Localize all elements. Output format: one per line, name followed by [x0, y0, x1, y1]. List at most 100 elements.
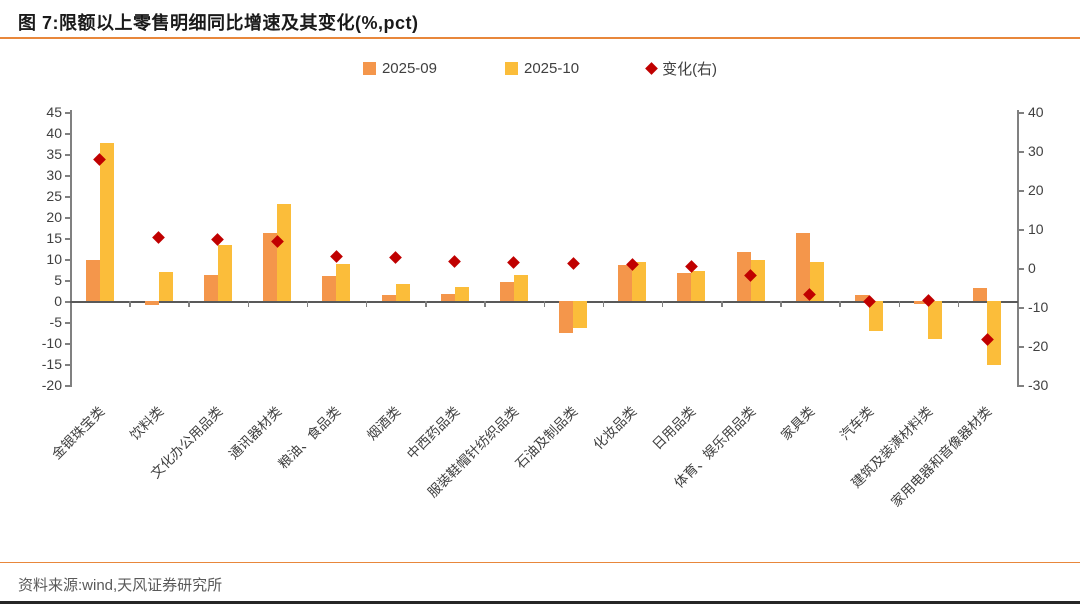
- bar-2025-09: [85, 259, 100, 301]
- left-axis-line: [70, 110, 72, 387]
- left-axis-tick: [65, 154, 70, 156]
- x-axis-tick: [839, 301, 841, 307]
- left-axis-tick-label: 25: [46, 188, 62, 204]
- right-axis-tick: [1018, 112, 1024, 114]
- left-axis-tick-label: 35: [46, 146, 62, 162]
- bar-2025-09: [795, 233, 810, 301]
- bar-2025-10: [513, 275, 528, 301]
- x-axis-tick: [543, 301, 545, 307]
- bar-2025-10: [99, 143, 114, 301]
- left-axis-tick: [65, 217, 70, 219]
- x-axis-tick: [247, 301, 250, 307]
- chart-legend: 2025-09 2025-10 变化(右): [0, 58, 1080, 79]
- left-axis-tick: [65, 280, 70, 282]
- left-axis-tick-label: -10: [41, 335, 62, 351]
- x-axis-tick: [306, 301, 309, 307]
- bar-2025-10: [336, 263, 351, 301]
- left-axis-tick: [65, 301, 70, 303]
- change-diamond-marker: [448, 255, 462, 269]
- right-axis-tick: [1018, 151, 1024, 153]
- legend-label: 2025-10: [524, 60, 580, 77]
- yellow-square-icon: [505, 62, 518, 75]
- change-diamond-marker: [566, 256, 580, 270]
- right-axis-tick-label: 10: [1028, 221, 1044, 237]
- right-axis-tick-label: -30: [1028, 377, 1049, 393]
- left-axis-tick-label: 40: [46, 125, 62, 141]
- x-axis-tick: [721, 301, 723, 307]
- bar-2025-09: [855, 295, 870, 301]
- footer-divider: [0, 562, 1080, 563]
- right-axis-tick-label: 20: [1028, 182, 1044, 198]
- right-axis-tick-label: 0: [1028, 260, 1036, 276]
- left-axis-tick-label: 45: [46, 104, 62, 120]
- left-axis-tick-label: 15: [46, 230, 62, 246]
- bar-2025-09: [677, 273, 692, 301]
- bar-2025-09: [618, 265, 633, 301]
- left-axis-tick: [65, 259, 70, 261]
- left-axis-tick-label: -20: [41, 377, 62, 393]
- title-divider: [0, 37, 1080, 39]
- bar-2025-09: [559, 301, 574, 334]
- left-axis-tick-label: 0: [54, 293, 62, 309]
- bar-2025-09: [736, 251, 751, 301]
- bar-2025-10: [277, 204, 292, 301]
- x-axis-tick: [957, 301, 960, 307]
- x-axis-tick: [898, 301, 901, 307]
- left-axis-tick-label: 10: [46, 251, 62, 267]
- bar-2025-10: [217, 244, 232, 301]
- bar-2025-10: [691, 271, 706, 301]
- right-axis-tick: [1018, 346, 1024, 348]
- bar-2025-09: [440, 293, 455, 301]
- bar-2025-10: [987, 301, 1002, 366]
- change-diamond-marker: [507, 255, 521, 269]
- left-axis-tick-label: -5: [49, 314, 62, 330]
- bar-2025-10: [632, 261, 647, 301]
- bar-2025-09: [973, 288, 988, 301]
- bar-2025-09: [914, 301, 929, 304]
- left-axis-tick: [65, 385, 70, 387]
- x-axis-tick: [425, 301, 427, 307]
- right-axis-tick-label: 40: [1028, 104, 1044, 120]
- chart-title: 图 7:限额以上零售明细同比增速及其变化(%,pct): [18, 13, 419, 33]
- bottom-border: [0, 601, 1080, 604]
- legend-label: 变化(右): [662, 61, 718, 78]
- bar-2025-09: [203, 274, 218, 301]
- right-axis-tick: [1018, 385, 1024, 387]
- bar-2025-10: [454, 287, 469, 301]
- right-axis-tick: [1018, 268, 1024, 270]
- bar-2025-10: [395, 284, 410, 301]
- change-diamond-marker: [152, 230, 166, 244]
- left-axis-tick-label: 5: [54, 272, 62, 288]
- left-axis-tick: [65, 343, 70, 345]
- source-note: 资料来源:wind,天风证券研究所: [18, 577, 223, 594]
- right-axis-tick-label: -20: [1028, 338, 1049, 354]
- left-axis-tick-label: -15: [41, 356, 62, 372]
- right-axis-line: [1017, 110, 1019, 387]
- bar-2025-10: [928, 301, 943, 339]
- change-diamond-marker: [389, 251, 402, 265]
- bar-2025-09: [263, 233, 278, 301]
- x-axis-tick: [484, 301, 486, 307]
- right-axis-tick: [1018, 229, 1024, 231]
- orange-square-icon: [362, 62, 376, 75]
- right-axis-tick: [1018, 190, 1024, 192]
- bar-2025-09: [322, 275, 337, 301]
- left-axis-tick: [65, 133, 70, 135]
- left-axis-tick: [65, 112, 70, 114]
- left-axis-tick: [65, 364, 70, 366]
- right-axis-tick-label: -10: [1028, 299, 1049, 315]
- legend-item-change: 变化(右): [645, 58, 718, 79]
- left-axis-tick: [65, 322, 70, 324]
- bar-2025-10: [573, 301, 588, 329]
- left-axis-tick: [65, 238, 70, 240]
- x-axis-tick: [188, 301, 190, 307]
- bar-2025-10: [750, 260, 765, 301]
- bar-2025-09: [144, 301, 159, 306]
- legend-label: 2025-09: [381, 60, 437, 77]
- x-axis-tick: [780, 301, 782, 307]
- bar-2025-09: [499, 281, 514, 301]
- left-axis-tick: [65, 175, 70, 177]
- left-axis-tick: [65, 196, 70, 198]
